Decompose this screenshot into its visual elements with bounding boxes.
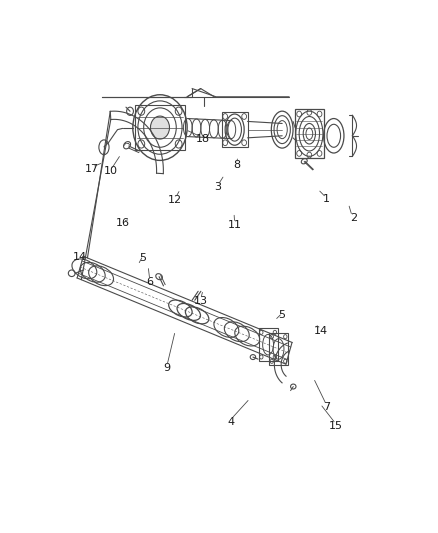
Text: 10: 10 (104, 166, 118, 176)
Text: 13: 13 (194, 296, 208, 306)
Text: 5: 5 (140, 253, 146, 263)
Text: 14: 14 (73, 252, 87, 262)
Text: 6: 6 (146, 277, 153, 287)
Text: 1: 1 (323, 195, 330, 204)
Text: 16: 16 (116, 218, 130, 228)
Text: 14: 14 (314, 326, 328, 336)
Text: 18: 18 (195, 134, 209, 144)
Ellipse shape (151, 116, 170, 139)
Text: 11: 11 (228, 220, 242, 230)
Text: 7: 7 (323, 402, 330, 411)
Text: 3: 3 (214, 182, 221, 192)
Text: 15: 15 (329, 421, 343, 431)
Text: 12: 12 (168, 195, 182, 205)
Text: 8: 8 (233, 160, 240, 171)
Text: 2: 2 (350, 213, 357, 223)
Text: 9: 9 (163, 364, 170, 374)
Text: 5: 5 (279, 310, 286, 320)
Text: 17: 17 (85, 164, 99, 174)
Text: 4: 4 (228, 417, 235, 427)
